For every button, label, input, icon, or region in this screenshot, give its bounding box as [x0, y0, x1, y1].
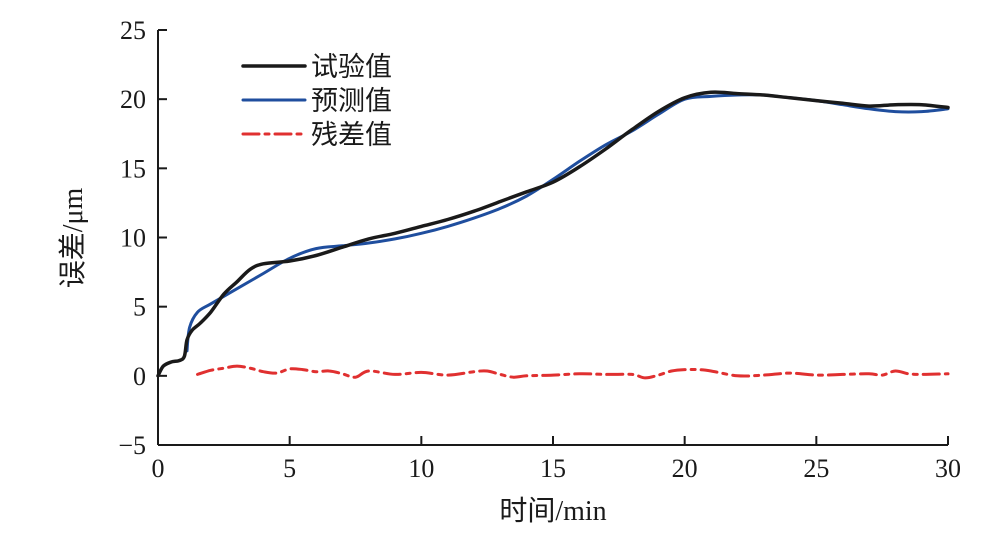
- legend-label-predicted-value: 预测值: [311, 86, 392, 117]
- y-axis-ticks: −5 0 5 10 15 20 25: [118, 16, 167, 460]
- x-tick-label: 30: [935, 454, 961, 483]
- y-tick-label: 0: [133, 362, 146, 391]
- x-tick-label: 5: [283, 454, 296, 483]
- y-tick-label: 20: [120, 85, 146, 114]
- series-line-experimental-value: [156, 90, 950, 378]
- x-tick-label: 0: [152, 454, 165, 483]
- x-tick-label: 20: [672, 454, 698, 483]
- x-axis-ticks: 0 5 10 15 20 25 30: [152, 436, 961, 483]
- legend-label-residual-value: 残差值: [311, 120, 392, 151]
- y-axis-title: 误差/μm: [57, 187, 89, 288]
- y-tick-label: −5: [118, 431, 146, 460]
- y-tick-label: 25: [120, 16, 146, 45]
- x-tick-label: 15: [540, 454, 566, 483]
- axes: [157, 30, 948, 446]
- x-axis-title: 时间/min: [499, 495, 606, 527]
- x-tick-label: 25: [803, 454, 829, 483]
- series-line-residual-value: [196, 364, 950, 380]
- y-tick-label: 5: [133, 293, 146, 322]
- y-tick-label: 10: [120, 224, 146, 253]
- legend-label-experimental-value: 试验值: [311, 52, 392, 83]
- y-tick-label: 15: [120, 154, 146, 183]
- series-layer: [156, 90, 950, 380]
- x-tick-label: 10: [408, 454, 434, 483]
